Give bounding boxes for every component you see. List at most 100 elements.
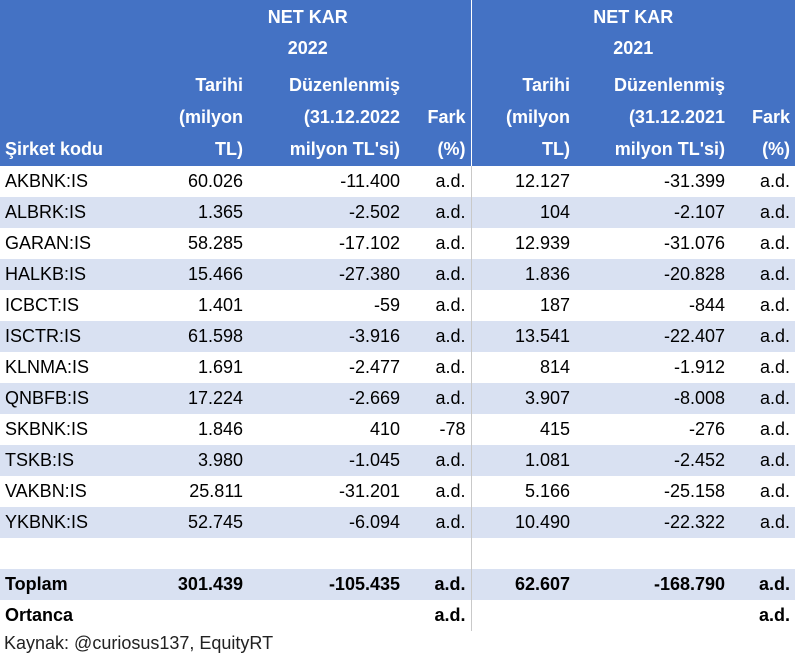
diff-2021-cell: a.d. xyxy=(760,357,791,377)
company-code-cell: AKBNK:IS xyxy=(5,171,89,191)
group-2021-year: 2021 xyxy=(613,38,654,58)
diff-2022-cell: a.d. xyxy=(405,197,472,228)
col-header-diff-2022-l2: (%) xyxy=(437,139,466,159)
col-header-code: Şirket kodu xyxy=(0,66,145,166)
company-code-cell: SKBNK:IS xyxy=(5,419,89,439)
col-header-code-text: Şirket kodu xyxy=(5,139,104,159)
hist-2022-cell: 1.401 xyxy=(197,295,243,315)
company-code-cell: ISCTR:IS xyxy=(0,321,145,352)
company-code-cell: HALKB:IS xyxy=(0,259,145,290)
adj-2021-cell: -1.912 xyxy=(673,357,726,377)
hist-2021-cell: 3.907 xyxy=(470,383,576,414)
hist-2021-cell: 1.836 xyxy=(470,259,576,290)
diff-2021-cell: a.d. xyxy=(760,481,791,501)
hist-2021-cell: 1.081 xyxy=(470,445,576,476)
col-header-hist-2021-l2: (milyon xyxy=(506,107,571,127)
median-diff-2021: a.d. xyxy=(759,605,791,625)
diff-2021-cell: a.d. xyxy=(730,383,795,414)
hist-2022-cell: 1.846 xyxy=(197,419,243,439)
adj-2022-cell: -27.380 xyxy=(248,259,405,290)
diff-2021-cell: a.d. xyxy=(760,295,791,315)
col-header-adj-2022-l1: Düzenlenmiş xyxy=(288,75,400,95)
adj-2022-cell: -59 xyxy=(373,295,400,315)
col-header-adj-2022: Düzenlenmiş (31.12.2022 milyon TL'si) xyxy=(248,66,405,166)
diff-2022-cell: a.d. xyxy=(435,171,466,191)
table-row: GARAN:IS 58.285 -17.102 a.d. 12.939 -31.076 a.… xyxy=(0,228,795,259)
hist-2021-cell: 187 xyxy=(470,290,576,321)
adj-2021-cell: -25.158 xyxy=(663,481,726,501)
diff-2022-cell: -78 xyxy=(439,419,466,439)
total-adj-2022: -105.435 xyxy=(248,569,405,600)
diff-2022-cell: a.d. xyxy=(405,507,472,538)
hist-2022-cell: 1.691 xyxy=(197,357,243,377)
col-header-adj-2021-l2: (31.12.2021 xyxy=(628,107,726,127)
total-label: Toplam xyxy=(0,569,145,600)
diff-2021-cell: a.d. xyxy=(730,197,795,228)
hist-2022-cell: 52.745 xyxy=(145,507,248,538)
median-diff-2022: a.d. xyxy=(434,605,466,625)
hist-2021-cell: 5.166 xyxy=(470,476,576,507)
adj-2021-cell: -2.107 xyxy=(575,197,731,228)
company-code-cell: QNBFB:IS xyxy=(0,383,145,414)
table-row: KLNMA:IS 1.691 -2.477 a.d. 814 -1.912 a.d. xyxy=(0,352,795,383)
adj-2022-cell: -1.045 xyxy=(248,445,405,476)
hist-2022-cell: 61.598 xyxy=(145,321,248,352)
group-header-2022: NET KAR 2022 xyxy=(145,0,472,66)
diff-2022-cell: a.d. xyxy=(435,357,466,377)
adj-2021-cell: -22.322 xyxy=(575,507,731,538)
col-header-hist-2021-l1: Tarihi xyxy=(522,75,571,95)
diff-2022-cell: a.d. xyxy=(405,445,472,476)
col-header-diff-2022: Fark (%) xyxy=(405,66,472,166)
hist-2022-cell: 1.365 xyxy=(145,197,248,228)
group-2022-title: NET KAR xyxy=(267,7,348,27)
adj-2022-cell: -17.102 xyxy=(338,233,400,253)
adj-2022-cell: -2.669 xyxy=(248,383,405,414)
company-code-cell: ICBCT:IS xyxy=(5,295,80,315)
median-row: Ortanca a.d. a.d. xyxy=(0,600,795,631)
hist-2022-cell: 3.980 xyxy=(145,445,248,476)
median-label: Ortanca xyxy=(5,605,74,625)
diff-2021-cell: a.d. xyxy=(760,233,791,253)
company-code-cell: YKBNK:IS xyxy=(0,507,145,538)
adj-2022-cell: -6.094 xyxy=(248,507,405,538)
adj-2021-cell: -276 xyxy=(689,419,726,439)
diff-2021-cell: a.d. xyxy=(760,419,791,439)
header-label-row: Şirket kodu Tarihi (milyon TL) Düzenlenm… xyxy=(0,66,795,166)
group-2021-title: NET KAR xyxy=(593,7,674,27)
col-header-adj-2022-l3: milyon TL'si) xyxy=(289,139,400,159)
col-header-diff-2022-l1: Fark xyxy=(427,107,466,127)
hist-2021-cell: 12.127 xyxy=(470,166,576,197)
table-row: VAKBN:IS 25.811 -31.201 a.d. 5.166 -25.158 a.d… xyxy=(0,476,795,507)
table-row: YKBNK:IS 52.745 -6.094 a.d. 10.490 -22.322 a.d… xyxy=(0,507,795,538)
col-header-hist-2021: Tarihi (milyon TL) xyxy=(470,66,576,166)
col-header-adj-2022-l2: (31.12.2022 xyxy=(303,107,400,127)
adj-2021-cell: -2.452 xyxy=(575,445,731,476)
adj-2022-cell: 410 xyxy=(369,419,400,439)
table-row: TSKB:IS 3.980 -1.045 a.d. 1.081 -2.452 a.d. xyxy=(0,445,795,476)
company-code-cell: ALBRK:IS xyxy=(0,197,145,228)
total-diff-2022: a.d. xyxy=(405,569,472,600)
company-code-cell: KLNMA:IS xyxy=(5,357,90,377)
hist-2021-cell: 415 xyxy=(470,414,576,445)
table-row: HALKB:IS 15.466 -27.380 a.d. 1.836 -20.828 a.d… xyxy=(0,259,795,290)
adj-2022-cell: -2.477 xyxy=(348,357,400,377)
col-header-diff-2021-l1: Fark xyxy=(752,107,791,127)
col-header-hist-2022-l3: TL) xyxy=(215,139,243,159)
table-row: ICBCT:IS 1.401 -59 a.d. 187 -844 a.d. xyxy=(0,290,795,321)
adj-2022-cell: -31.201 xyxy=(338,481,400,501)
col-header-hist-2022: Tarihi (milyon TL) xyxy=(145,66,248,166)
col-header-adj-2021-l1: Düzenlenmiş xyxy=(614,75,726,95)
hist-2022-cell: 17.224 xyxy=(145,383,248,414)
table-row: QNBFB:IS 17.224 -2.669 a.d. 3.907 -8.008 a.d. xyxy=(0,383,795,414)
net-profit-table-container: NET KAR 2022 NET KAR 2021 Şirket kodu Ta… xyxy=(0,0,795,631)
adj-2022-cell: -11.400 xyxy=(340,171,400,191)
table-row: AKBNK:IS 60.026 -11.400 a.d. 12.127 -31.399 a.… xyxy=(0,166,795,197)
adj-2021-cell: -22.407 xyxy=(575,321,731,352)
table-row: SKBNK:IS 1.846 410 -78 415 -276 a.d. xyxy=(0,414,795,445)
adj-2022-cell: -3.916 xyxy=(248,321,405,352)
total-diff-2021: a.d. xyxy=(730,569,795,600)
hist-2021-cell: 12.939 xyxy=(470,228,576,259)
hist-2022-cell: 58.285 xyxy=(187,233,243,253)
header-group-row: NET KAR 2022 NET KAR 2021 xyxy=(0,0,795,66)
total-hist-2021: 62.607 xyxy=(470,569,576,600)
